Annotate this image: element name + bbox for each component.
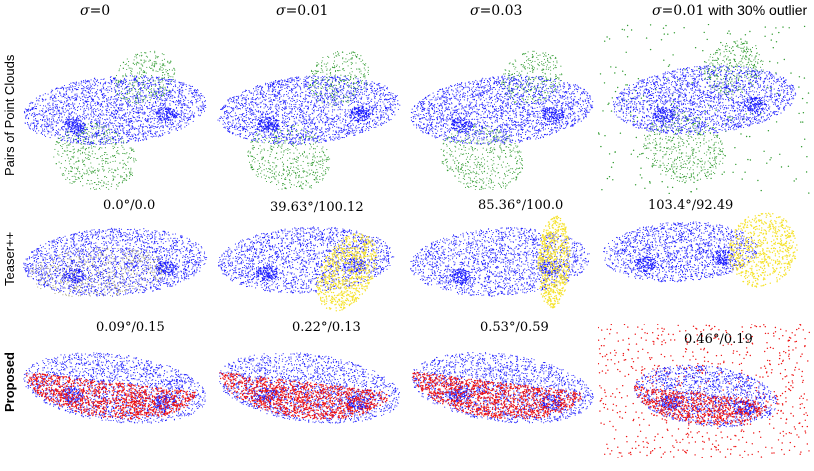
- pair-cloud-panel-3: [410, 50, 594, 190]
- pair-cloud-panel-2: [217, 51, 401, 190]
- column-header-3: σ=0.03: [470, 2, 522, 19]
- proposed-cloud-panel-1: [23, 352, 206, 424]
- teaser-cloud-panel-1: [23, 227, 208, 297]
- row-label-teaser: Teaser++: [2, 232, 17, 286]
- column-header-2: σ=0.01: [276, 2, 328, 19]
- column-header-4: σ=0.01 with 30% outlier: [652, 2, 807, 19]
- teaser-result-3: 85.36°/100.0: [478, 198, 563, 213]
- teaser-result-4: 103.4°/92.49: [648, 198, 733, 213]
- proposed-result-2: 0.22°/0.13: [292, 320, 361, 335]
- pair-cloud-panel-1: [23, 50, 207, 190]
- row-label-proposed: Proposed: [2, 352, 17, 412]
- row-label-pairs: Pairs of Point Clouds: [2, 55, 17, 176]
- proposed-result-1: 0.09°/0.15: [96, 320, 165, 335]
- proposed-cloud-panel-3: [411, 352, 594, 424]
- proposed-result-3: 0.53°/0.59: [480, 320, 549, 335]
- teaser-cloud-panel-2: [217, 226, 395, 312]
- proposed-cloud-panel-2: [219, 352, 401, 424]
- teaser-result-2: 39.63°/100.12: [270, 200, 364, 215]
- teaser-result-1: 0.0°/0.0: [103, 198, 155, 213]
- column-header-1: σ=0: [80, 2, 110, 19]
- proposed-cloud-panel-4: [598, 324, 810, 458]
- teaser-cloud-panel-4: [603, 212, 798, 288]
- pair-cloud-panel-4: [598, 24, 810, 194]
- teaser-cloud-panel-3: [410, 215, 590, 309]
